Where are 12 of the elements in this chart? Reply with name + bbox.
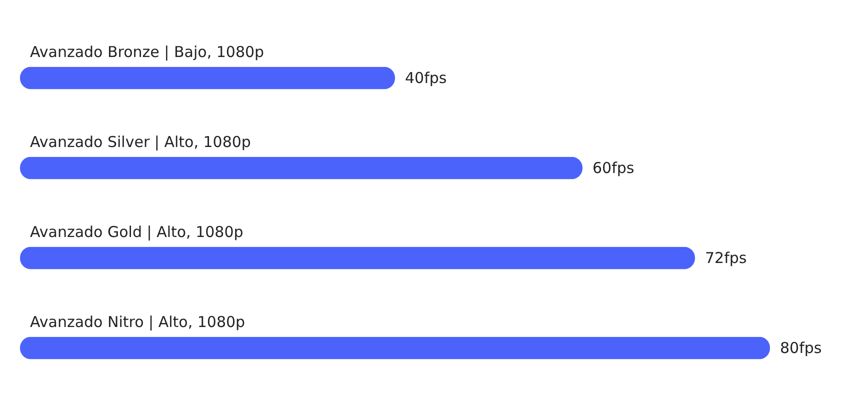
bar xyxy=(20,66,395,90)
data-label: 60fps xyxy=(592,159,634,177)
data-label: 72fps xyxy=(705,249,747,267)
y-tick-label: Avanzado Silver | Alto, 1080p xyxy=(30,133,251,151)
bar xyxy=(20,336,770,360)
bar xyxy=(20,156,582,180)
y-tick-label: Avanzado Gold | Alto, 1080p xyxy=(30,223,244,241)
bar xyxy=(20,246,695,270)
data-label: 40fps xyxy=(405,69,447,87)
y-tick-label: Avanzado Nitro | Alto, 1080p xyxy=(30,313,246,331)
data-label: 80fps xyxy=(780,339,822,357)
y-tick-label: Avanzado Bronze | Bajo, 1080p xyxy=(30,43,264,61)
